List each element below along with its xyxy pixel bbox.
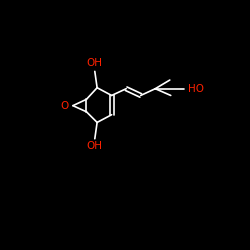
Text: O: O <box>61 101 69 111</box>
Text: HO: HO <box>188 84 204 94</box>
Text: OH: OH <box>87 141 103 151</box>
Text: OH: OH <box>87 58 103 68</box>
